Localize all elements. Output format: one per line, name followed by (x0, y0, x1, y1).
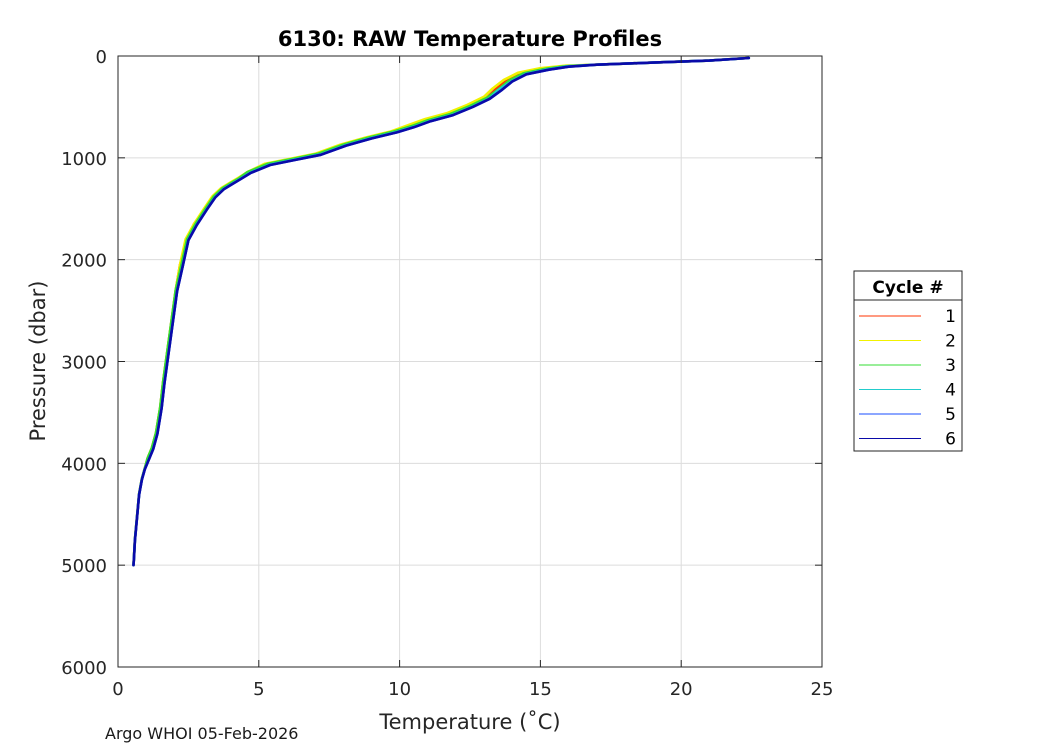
y-axis-label: Pressure (dbar) (26, 281, 50, 442)
legend-box (853, 270, 963, 452)
x-tick-label: 25 (811, 679, 834, 700)
legend-label-cycle-2: 2 (945, 332, 956, 352)
y-tick-label: 0 (96, 47, 107, 68)
legend-label-cycle-5: 5 (945, 405, 956, 425)
y-tick-label: 2000 (61, 251, 107, 272)
x-tick-label: 0 (112, 679, 123, 700)
legend-title: Cycle # (872, 278, 943, 298)
chart-title: 6130: RAW Temperature Profiles (278, 27, 662, 51)
x-tick-label: 15 (529, 679, 552, 700)
axis-ticks: 0 5 10 15 20 25 0 1000 2000 3000 4000 5000 6000 (61, 47, 833, 700)
legend: Cycle # 1 2 3 4 5 6 (853, 270, 963, 452)
legend-label-cycle-3: 3 (945, 356, 956, 376)
series-layer (132, 56, 751, 567)
legend-label-cycle-6: 6 (945, 430, 956, 450)
x-tick-label: 5 (253, 679, 264, 700)
y-tick-label: 4000 (61, 454, 107, 475)
grid (118, 56, 822, 667)
series-line-cycle-6 (132, 56, 751, 567)
y-tick-label: 3000 (61, 353, 107, 374)
y-tick-label: 5000 (61, 556, 107, 577)
x-tick-label: 20 (670, 679, 693, 700)
y-tick-label: 6000 (61, 658, 107, 679)
footer-credit: Argo WHOI 05-Feb-2026 (105, 724, 299, 743)
x-axis-label: Temperature (˚C) (378, 710, 560, 734)
legend-label-cycle-1: 1 (945, 307, 956, 327)
legend-items: 1 2 3 4 5 6 (859, 307, 956, 450)
x-tick-label: 10 (388, 679, 411, 700)
y-tick-label: 1000 (61, 149, 107, 170)
legend-label-cycle-4: 4 (945, 381, 956, 401)
